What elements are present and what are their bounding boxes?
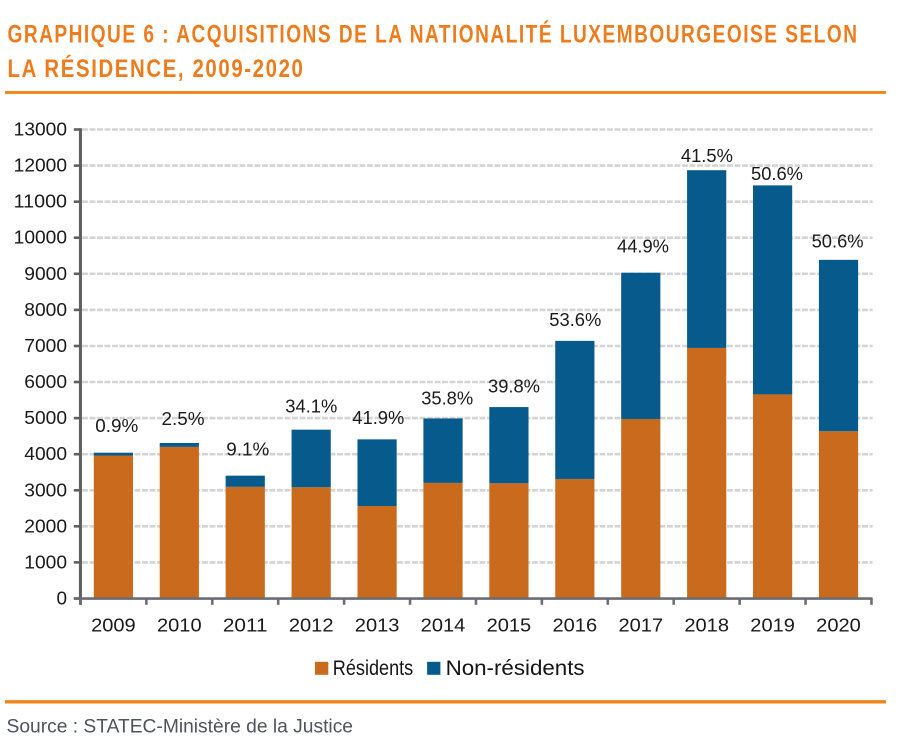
svg-text:4000: 4000 bbox=[24, 444, 67, 465]
svg-text:13000: 13000 bbox=[14, 120, 67, 141]
svg-text:35.8%: 35.8% bbox=[421, 388, 473, 409]
svg-text:2009: 2009 bbox=[91, 616, 136, 637]
svg-text:0: 0 bbox=[56, 589, 67, 610]
svg-text:1000: 1000 bbox=[24, 552, 67, 573]
svg-text:2013: 2013 bbox=[355, 616, 400, 637]
svg-text:9.1%: 9.1% bbox=[226, 440, 269, 461]
svg-text:2019: 2019 bbox=[750, 616, 795, 637]
svg-text:2017: 2017 bbox=[619, 616, 664, 637]
svg-text:2010: 2010 bbox=[157, 616, 202, 637]
svg-text:3000: 3000 bbox=[24, 480, 67, 501]
svg-text:6000: 6000 bbox=[24, 372, 67, 393]
svg-text:2000: 2000 bbox=[24, 516, 67, 537]
svg-text:LA RÉSIDENCE, 2009-2020: LA RÉSIDENCE, 2009-2020 bbox=[8, 54, 305, 83]
svg-text:2011: 2011 bbox=[223, 616, 268, 637]
svg-text:9000: 9000 bbox=[24, 264, 67, 285]
svg-text:39.8%: 39.8% bbox=[488, 377, 540, 398]
svg-text:41.9%: 41.9% bbox=[352, 408, 404, 429]
svg-text:44.9%: 44.9% bbox=[617, 237, 669, 258]
svg-text:7000: 7000 bbox=[24, 336, 67, 357]
svg-text:53.6%: 53.6% bbox=[549, 310, 601, 331]
svg-text:11000: 11000 bbox=[14, 192, 67, 213]
svg-text:2018: 2018 bbox=[684, 616, 729, 637]
svg-text:Résidents: Résidents bbox=[333, 656, 413, 680]
svg-text:Non-résidents: Non-résidents bbox=[446, 656, 585, 680]
svg-text:50.6%: 50.6% bbox=[812, 232, 864, 253]
svg-text:12000: 12000 bbox=[14, 156, 67, 177]
svg-text:8000: 8000 bbox=[24, 300, 67, 321]
svg-text:2016: 2016 bbox=[553, 616, 598, 637]
svg-text:41.5%: 41.5% bbox=[681, 146, 733, 167]
svg-text:0.9%: 0.9% bbox=[95, 416, 138, 437]
svg-text:50.6%: 50.6% bbox=[751, 164, 803, 185]
svg-text:5000: 5000 bbox=[24, 408, 67, 429]
svg-text:34.1%: 34.1% bbox=[285, 396, 337, 417]
svg-text:2014: 2014 bbox=[421, 616, 466, 637]
svg-text:Source : STATEC-Ministère de l: Source : STATEC-Ministère de la Justice bbox=[7, 717, 354, 738]
svg-text:2020: 2020 bbox=[816, 616, 861, 637]
svg-text:10000: 10000 bbox=[14, 228, 67, 249]
svg-text:GRAPHIQUE 6 : ACQUISITIONS DE: GRAPHIQUE 6 : ACQUISITIONS DE LA NATIONA… bbox=[8, 19, 859, 48]
svg-text:2.5%: 2.5% bbox=[162, 409, 205, 430]
svg-text:2012: 2012 bbox=[289, 616, 334, 637]
svg-text:2015: 2015 bbox=[487, 616, 532, 637]
